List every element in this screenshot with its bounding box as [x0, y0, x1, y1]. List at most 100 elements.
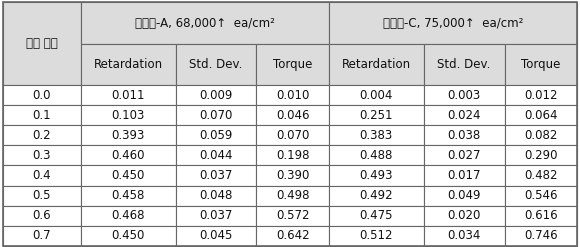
Bar — [256, 226, 329, 246]
Text: 0.048: 0.048 — [200, 189, 233, 202]
Text: 0.011: 0.011 — [111, 89, 145, 102]
Text: 0.070: 0.070 — [276, 129, 310, 142]
Bar — [81, 125, 176, 145]
Text: Torque: Torque — [521, 58, 560, 71]
Bar — [505, 145, 577, 165]
Bar — [505, 226, 577, 246]
Bar — [329, 85, 424, 105]
Text: 0.017: 0.017 — [447, 169, 481, 182]
Bar — [256, 165, 329, 185]
Bar — [256, 206, 329, 226]
Bar — [256, 125, 329, 145]
Bar — [3, 2, 81, 85]
Text: 0.034: 0.034 — [447, 229, 481, 242]
Text: 0.450: 0.450 — [111, 169, 145, 182]
Text: 러빙포-A, 68,000↑  ea/cm²: 러빙포-A, 68,000↑ ea/cm² — [135, 17, 275, 30]
Bar — [176, 105, 256, 125]
Text: 0.020: 0.020 — [447, 209, 481, 222]
Text: 0.7: 0.7 — [32, 229, 51, 242]
Bar — [3, 125, 81, 145]
Text: 0.027: 0.027 — [447, 149, 481, 162]
Bar — [424, 145, 505, 165]
Text: 러빙포-C, 75,000↑  ea/cm²: 러빙포-C, 75,000↑ ea/cm² — [383, 17, 523, 30]
Bar — [3, 145, 81, 165]
Bar — [81, 44, 176, 85]
Text: Retardation: Retardation — [342, 58, 411, 71]
Bar — [81, 165, 176, 185]
Text: 0.059: 0.059 — [200, 129, 233, 142]
Text: 0.572: 0.572 — [276, 209, 310, 222]
Bar — [3, 185, 81, 206]
Bar — [329, 105, 424, 125]
Text: Torque: Torque — [273, 58, 313, 71]
Bar — [3, 226, 81, 246]
Text: 0.498: 0.498 — [276, 189, 310, 202]
Bar — [176, 206, 256, 226]
Text: 0.746: 0.746 — [524, 229, 557, 242]
Text: 0.460: 0.460 — [111, 149, 145, 162]
Bar — [176, 226, 256, 246]
Bar — [81, 145, 176, 165]
Text: 0.468: 0.468 — [111, 209, 145, 222]
Text: 0.049: 0.049 — [447, 189, 481, 202]
Bar — [505, 105, 577, 125]
Bar — [505, 44, 577, 85]
Text: Std. Dev.: Std. Dev. — [190, 58, 243, 71]
Text: 0.1: 0.1 — [32, 109, 51, 122]
Text: Std. Dev.: Std. Dev. — [437, 58, 491, 71]
Text: 0.009: 0.009 — [200, 89, 233, 102]
Bar — [81, 206, 176, 226]
Text: 0.045: 0.045 — [200, 229, 233, 242]
Text: 0.012: 0.012 — [524, 89, 557, 102]
Bar — [424, 206, 505, 226]
Bar — [81, 185, 176, 206]
Text: 0.488: 0.488 — [360, 149, 393, 162]
Text: 0.003: 0.003 — [448, 89, 481, 102]
Text: 0.3: 0.3 — [32, 149, 51, 162]
Text: 0.546: 0.546 — [524, 189, 557, 202]
Text: 0.044: 0.044 — [200, 149, 233, 162]
Text: 0.390: 0.390 — [276, 169, 310, 182]
Bar — [81, 85, 176, 105]
Text: 0.493: 0.493 — [360, 169, 393, 182]
Text: 0.103: 0.103 — [111, 109, 145, 122]
Bar — [329, 206, 424, 226]
Text: 0.4: 0.4 — [32, 169, 51, 182]
Bar — [176, 85, 256, 105]
Text: 0.064: 0.064 — [524, 109, 557, 122]
Bar — [256, 185, 329, 206]
Bar — [81, 105, 176, 125]
Bar — [329, 165, 424, 185]
Bar — [3, 206, 81, 226]
Text: 0.038: 0.038 — [448, 129, 481, 142]
Bar — [81, 226, 176, 246]
Text: 0.004: 0.004 — [360, 89, 393, 102]
Text: 0.393: 0.393 — [111, 129, 145, 142]
Bar — [424, 185, 505, 206]
Bar — [329, 125, 424, 145]
Bar — [256, 85, 329, 105]
Bar — [81, 2, 329, 44]
Bar — [3, 105, 81, 125]
Bar — [424, 165, 505, 185]
Bar — [505, 185, 577, 206]
Text: 0.024: 0.024 — [447, 109, 481, 122]
Text: 0.512: 0.512 — [360, 229, 393, 242]
Text: 0.251: 0.251 — [360, 109, 393, 122]
Text: 0.082: 0.082 — [524, 129, 557, 142]
Bar — [176, 185, 256, 206]
Bar — [176, 125, 256, 145]
Text: 0.046: 0.046 — [276, 109, 310, 122]
Bar — [424, 85, 505, 105]
Text: 0.070: 0.070 — [200, 109, 233, 122]
Bar — [424, 226, 505, 246]
Text: 0.6: 0.6 — [32, 209, 51, 222]
Text: 0.198: 0.198 — [276, 149, 310, 162]
Text: 리빙 깊이: 리빙 깊이 — [26, 37, 58, 50]
Bar — [176, 165, 256, 185]
Bar — [256, 44, 329, 85]
Text: 0.2: 0.2 — [32, 129, 51, 142]
Bar — [424, 125, 505, 145]
Text: 0.383: 0.383 — [360, 129, 393, 142]
Text: 0.010: 0.010 — [276, 89, 310, 102]
